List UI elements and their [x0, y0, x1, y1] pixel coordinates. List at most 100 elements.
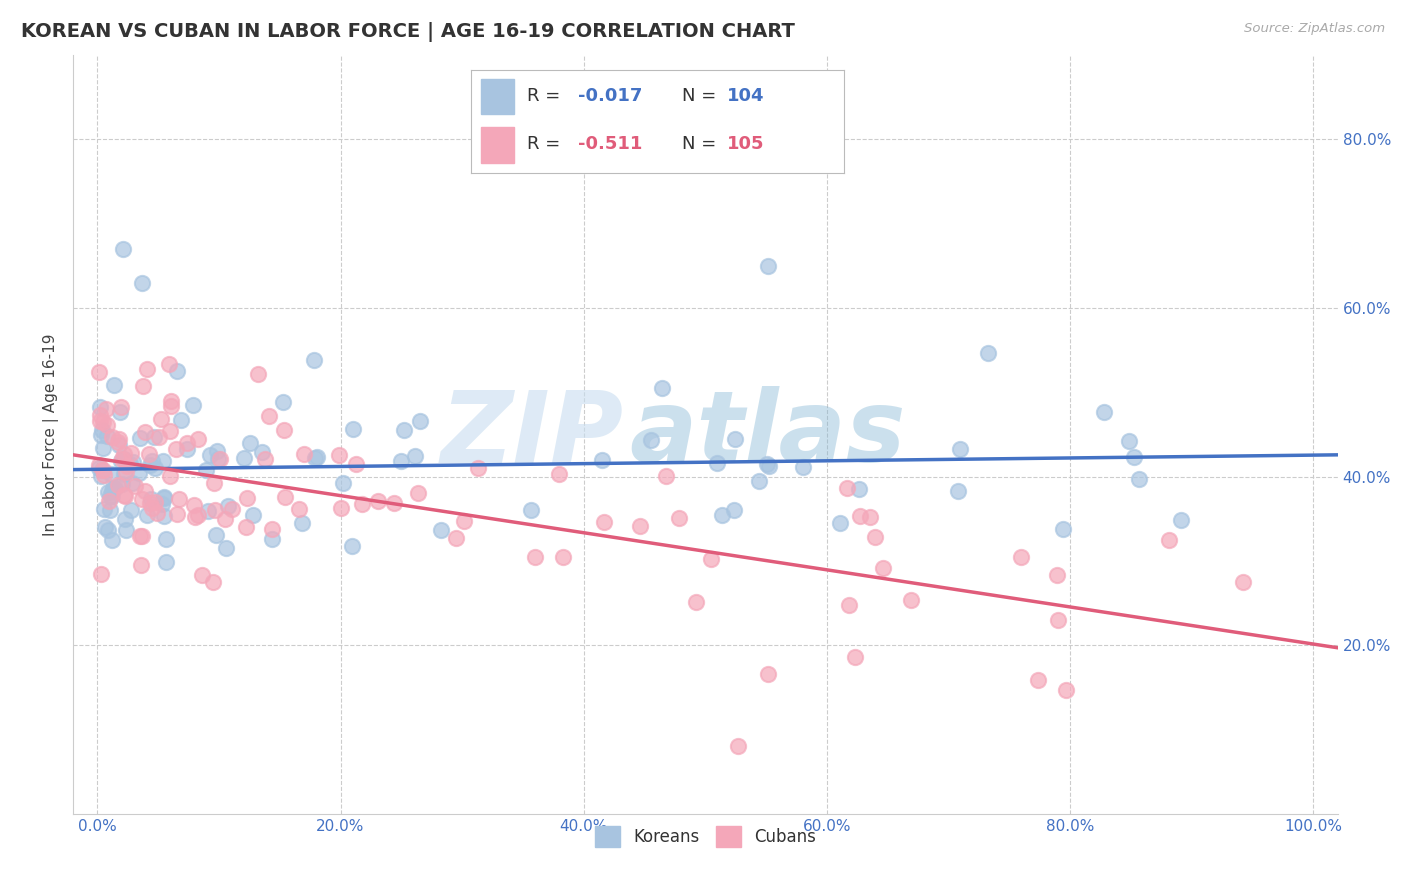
Point [120, 503, 142, 517]
Point [406, 486, 429, 500]
Point [96, 417, 118, 432]
Point [107, 432, 129, 446]
Point [367, 493, 389, 508]
Point [128, 466, 150, 480]
Point [202, 475, 225, 490]
Point [197, 504, 219, 518]
Point [253, 452, 276, 467]
Point [900, 593, 922, 607]
Point [1046, 613, 1069, 627]
Point [756, 458, 779, 472]
Point [1046, 568, 1069, 582]
Point [756, 666, 779, 681]
Point [523, 549, 546, 564]
Point [94, 519, 117, 533]
Point [236, 491, 259, 505]
Point [101, 533, 124, 548]
Point [257, 409, 280, 424]
Point [863, 530, 886, 544]
Point [183, 398, 205, 412]
Point [103, 378, 125, 392]
Point [838, 598, 860, 612]
Point [132, 378, 155, 392]
Point [217, 499, 239, 513]
Point [756, 259, 779, 273]
Point [129, 558, 152, 573]
Point [169, 491, 191, 506]
Point [111, 476, 134, 491]
Point [166, 507, 188, 521]
Point [89, 401, 111, 415]
Point [700, 552, 723, 566]
Point [685, 595, 707, 609]
Point [143, 461, 166, 475]
Point [344, 457, 367, 471]
Point [446, 532, 468, 546]
Point [724, 432, 747, 446]
Point [89, 365, 111, 379]
Point [273, 395, 295, 409]
Point [292, 447, 315, 461]
Point [114, 488, 136, 502]
Point [640, 433, 662, 447]
Point [159, 424, 181, 438]
Point [166, 364, 188, 378]
Point [273, 423, 295, 437]
Point [198, 448, 221, 462]
Point [792, 459, 814, 474]
Point [651, 381, 673, 395]
Point [90, 423, 112, 437]
Point [176, 436, 198, 450]
Point [103, 481, 125, 495]
Point [110, 400, 132, 414]
Point [143, 429, 166, 443]
Point [153, 490, 176, 504]
Point [159, 468, 181, 483]
Point [101, 430, 124, 444]
Point [305, 450, 328, 465]
Point [93, 467, 115, 482]
Point [107, 478, 129, 492]
Legend: Koreans, Cubans: Koreans, Cubans [586, 818, 824, 855]
Point [139, 496, 162, 510]
Point [115, 523, 138, 537]
Point [170, 413, 193, 427]
Point [1159, 533, 1181, 547]
Point [204, 503, 226, 517]
Point [110, 405, 132, 419]
Point [1094, 405, 1116, 419]
Point [628, 519, 651, 533]
Point [758, 458, 780, 473]
Point [152, 454, 174, 468]
Point [291, 516, 314, 530]
Point [748, 474, 770, 488]
Point [830, 516, 852, 530]
Point [408, 414, 430, 428]
Point [152, 508, 174, 523]
Point [204, 527, 226, 541]
Point [202, 574, 225, 589]
Point [949, 442, 972, 457]
Point [97, 494, 120, 508]
Point [235, 520, 257, 534]
Point [134, 484, 156, 499]
Y-axis label: In Labor Force | Age 16-19: In Labor Force | Age 16-19 [44, 334, 59, 536]
Point [668, 511, 690, 525]
Point [273, 490, 295, 504]
Point [205, 444, 228, 458]
Point [136, 508, 159, 522]
Point [835, 482, 858, 496]
Point [115, 465, 138, 479]
Point [389, 454, 412, 468]
Point [89, 414, 111, 428]
Point [207, 452, 229, 467]
Point [150, 412, 173, 426]
Point [145, 494, 167, 508]
Point [288, 502, 311, 516]
Point [221, 502, 243, 516]
Point [191, 568, 214, 582]
Point [96, 429, 118, 443]
Point [859, 510, 882, 524]
Point [262, 532, 284, 546]
Point [131, 528, 153, 542]
